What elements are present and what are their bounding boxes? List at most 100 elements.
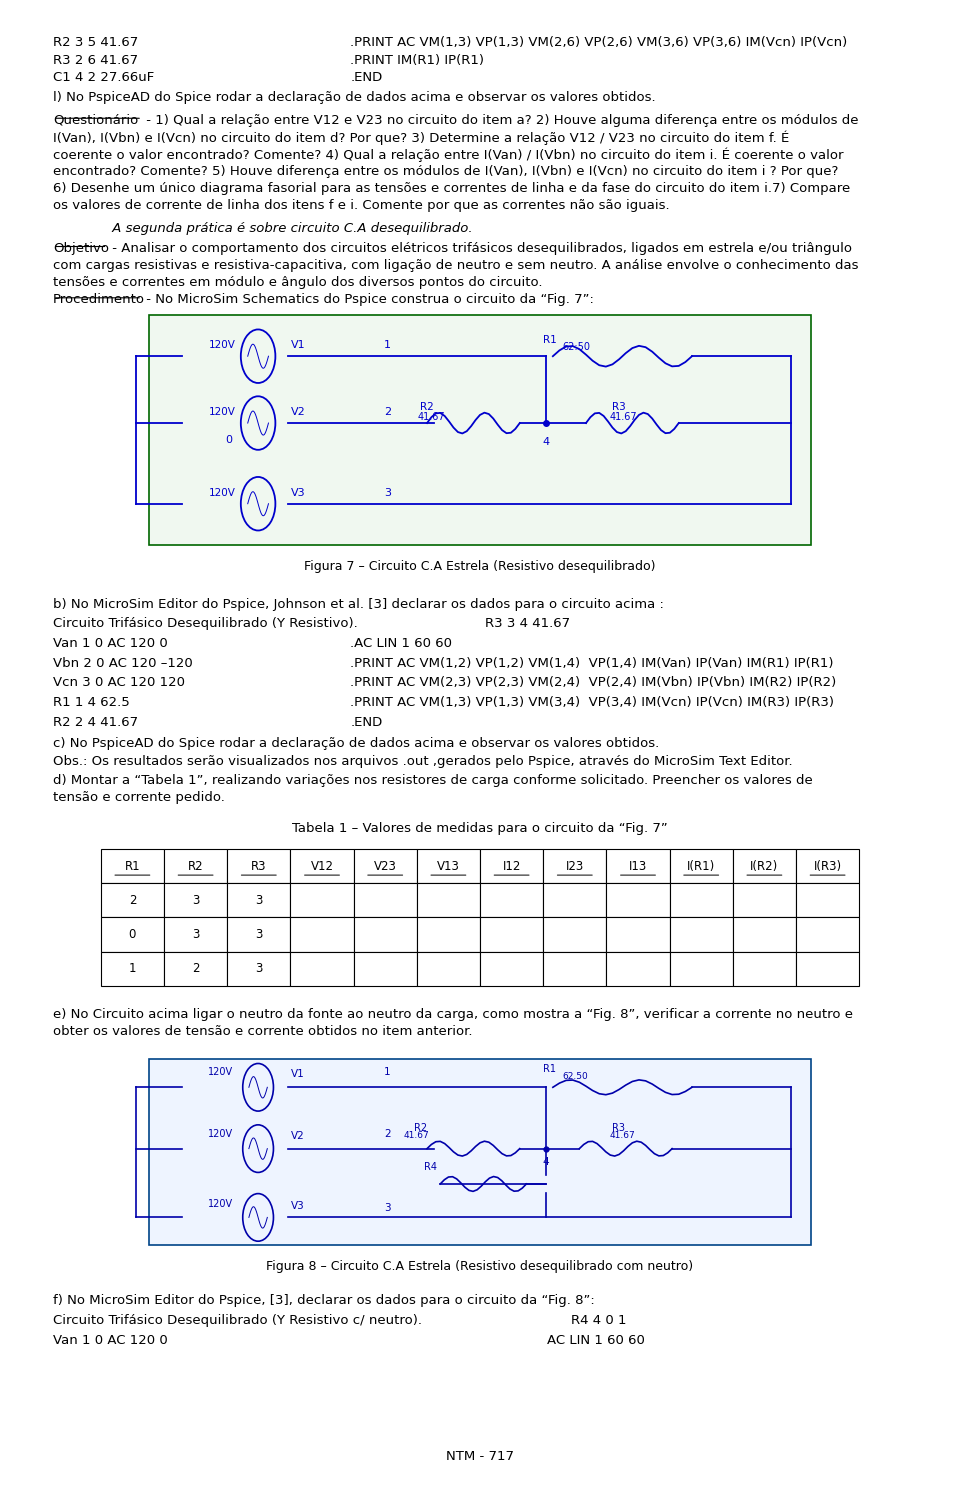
Text: obter os valores de tensão e corrente obtidos no item anterior.: obter os valores de tensão e corrente ob… xyxy=(53,1025,472,1038)
Text: R2 2 4 41.67: R2 2 4 41.67 xyxy=(53,715,138,729)
Text: NTM - 717: NTM - 717 xyxy=(446,1450,514,1463)
Text: 41.67: 41.67 xyxy=(417,412,444,421)
Text: Van 1 0 AC 120 0: Van 1 0 AC 120 0 xyxy=(53,1334,168,1347)
Text: 3: 3 xyxy=(192,894,200,907)
Bar xyxy=(290,952,353,986)
Text: 3: 3 xyxy=(192,928,200,941)
Text: 3: 3 xyxy=(384,488,391,498)
Text: I(R3): I(R3) xyxy=(813,859,842,873)
Text: 1: 1 xyxy=(384,341,391,349)
Text: I13: I13 xyxy=(629,859,647,873)
Text: .PRINT IM(R1) IP(R1): .PRINT IM(R1) IP(R1) xyxy=(350,54,485,67)
Text: R2 3 5 41.67: R2 3 5 41.67 xyxy=(53,36,138,49)
Bar xyxy=(543,952,607,986)
Text: V23: V23 xyxy=(373,859,396,873)
Text: Questionário: Questionário xyxy=(53,114,138,126)
Text: 120V: 120V xyxy=(208,1200,233,1209)
Text: I(Van), I(Vbn) e I(Vcn) no circuito do item d? Por que? 3) Determine a relação V: I(Van), I(Vbn) e I(Vcn) no circuito do i… xyxy=(53,131,789,146)
Text: V3: V3 xyxy=(291,488,306,498)
Bar xyxy=(732,917,796,952)
Text: 120V: 120V xyxy=(208,407,235,416)
Text: tensão e corrente pedido.: tensão e corrente pedido. xyxy=(53,791,225,804)
Text: .END: .END xyxy=(350,715,383,729)
Bar xyxy=(164,883,228,917)
Text: AC LIN 1 60 60: AC LIN 1 60 60 xyxy=(547,1334,645,1347)
Bar xyxy=(732,952,796,986)
Text: os valores de corrente de linha dos itens f e i. Comente por que as correntes nã: os valores de corrente de linha dos iten… xyxy=(53,199,669,213)
Text: 62:50: 62:50 xyxy=(563,342,590,352)
Text: 120V: 120V xyxy=(208,1129,233,1139)
Bar xyxy=(732,883,796,917)
Text: V1: V1 xyxy=(291,341,306,349)
Text: Vbn 2 0 AC 120 –120: Vbn 2 0 AC 120 –120 xyxy=(53,657,193,669)
Bar xyxy=(480,849,543,883)
Text: R2: R2 xyxy=(188,859,204,873)
Text: R3: R3 xyxy=(612,1123,626,1133)
Text: coerente o valor encontrado? Comente? 4) Qual a relação entre I(Van) / I(Vbn) no: coerente o valor encontrado? Comente? 4)… xyxy=(53,149,843,162)
Bar xyxy=(796,952,859,986)
Bar xyxy=(796,849,859,883)
Bar xyxy=(353,952,417,986)
Text: .AC LIN 1 60 60: .AC LIN 1 60 60 xyxy=(350,636,452,650)
Text: e) No Circuito acima ligar o neutro da fonte ao neutro da carga, como mostra a “: e) No Circuito acima ligar o neutro da f… xyxy=(53,1008,852,1022)
Bar xyxy=(101,883,164,917)
Text: f) No MicroSim Editor do Pspice, [3], declarar os dados para o circuito da “Fig.: f) No MicroSim Editor do Pspice, [3], de… xyxy=(53,1294,594,1307)
Text: 62.50: 62.50 xyxy=(563,1072,588,1081)
Bar xyxy=(543,917,607,952)
Text: b) No MicroSim Editor do Pspice, Johnson et al. [3] declarar os dados para o cir: b) No MicroSim Editor do Pspice, Johnson… xyxy=(53,598,663,611)
Text: V13: V13 xyxy=(437,859,460,873)
Text: 2: 2 xyxy=(384,1129,391,1139)
Text: Van 1 0 AC 120 0: Van 1 0 AC 120 0 xyxy=(53,636,168,650)
Text: c) No PspiceAD do Spice rodar a declaração de dados acima e observar os valores : c) No PspiceAD do Spice rodar a declaraç… xyxy=(53,738,660,749)
Text: 3: 3 xyxy=(255,894,262,907)
Bar xyxy=(290,883,353,917)
Text: 4: 4 xyxy=(543,437,550,448)
Text: R3 3 4 41.67: R3 3 4 41.67 xyxy=(485,617,570,630)
Bar xyxy=(228,883,291,917)
Bar xyxy=(228,952,291,986)
Bar xyxy=(164,917,228,952)
Text: l) No PspiceAD do Spice rodar a declaração de dados acima e observar os valores : l) No PspiceAD do Spice rodar a declaraç… xyxy=(53,91,656,104)
Text: tensões e correntes em módulo e ângulo dos diversos pontos do circuito.: tensões e correntes em módulo e ângulo d… xyxy=(53,277,542,290)
Bar xyxy=(543,849,607,883)
Text: Obs.: Os resultados serão visualizados nos arquivos .out ,gerados pelo Pspice, a: Obs.: Os resultados serão visualizados n… xyxy=(53,755,792,767)
Bar xyxy=(480,883,543,917)
Bar xyxy=(670,952,732,986)
Text: R1 1 4 62.5: R1 1 4 62.5 xyxy=(53,696,130,709)
Text: Objetivo: Objetivo xyxy=(53,242,108,256)
Text: Tabela 1 – Valores de medidas para o circuito da “Fig. 7”: Tabela 1 – Valores de medidas para o cir… xyxy=(292,822,668,834)
Text: C1 4 2 27.66uF: C1 4 2 27.66uF xyxy=(53,70,154,83)
Text: .PRINT AC VM(1,2) VP(1,2) VM(1,4)  VP(1,4) IM(Van) IP(Van) IM(R1) IP(R1): .PRINT AC VM(1,2) VP(1,2) VM(1,4) VP(1,4… xyxy=(350,657,834,669)
Text: Circuito Trifásico Desequilibrado (Y Resistivo).: Circuito Trifásico Desequilibrado (Y Res… xyxy=(53,617,357,630)
Text: R3: R3 xyxy=(252,859,267,873)
Bar xyxy=(796,883,859,917)
Text: R1: R1 xyxy=(543,1063,556,1074)
Text: R4: R4 xyxy=(423,1163,437,1172)
Text: .PRINT AC VM(1,3) VP(1,3) VM(3,4)  VP(3,4) IM(Vcn) IP(Vcn) IM(R3) IP(R3): .PRINT AC VM(1,3) VP(1,3) VM(3,4) VP(3,4… xyxy=(350,696,834,709)
Bar xyxy=(164,952,228,986)
Text: 2: 2 xyxy=(384,407,391,416)
Text: 2: 2 xyxy=(129,894,136,907)
Text: Procedimento: Procedimento xyxy=(53,293,145,306)
Text: V2: V2 xyxy=(291,407,306,416)
Bar xyxy=(607,952,670,986)
Text: I12: I12 xyxy=(502,859,520,873)
Text: Vcn 3 0 AC 120 120: Vcn 3 0 AC 120 120 xyxy=(53,677,184,690)
Text: .END: .END xyxy=(350,70,383,83)
Bar xyxy=(607,883,670,917)
Bar xyxy=(417,883,480,917)
Text: R1: R1 xyxy=(543,336,557,345)
Text: R2: R2 xyxy=(414,1123,427,1133)
Text: 41.67: 41.67 xyxy=(610,1132,635,1141)
Text: R3: R3 xyxy=(612,403,626,412)
Text: V2: V2 xyxy=(291,1130,305,1141)
Text: R2: R2 xyxy=(420,403,434,412)
Bar xyxy=(732,849,796,883)
Bar xyxy=(353,917,417,952)
Bar xyxy=(290,849,353,883)
Bar xyxy=(480,917,543,952)
Text: 2: 2 xyxy=(192,962,200,975)
Text: I(R2): I(R2) xyxy=(751,859,779,873)
Bar xyxy=(353,883,417,917)
Bar xyxy=(353,849,417,883)
